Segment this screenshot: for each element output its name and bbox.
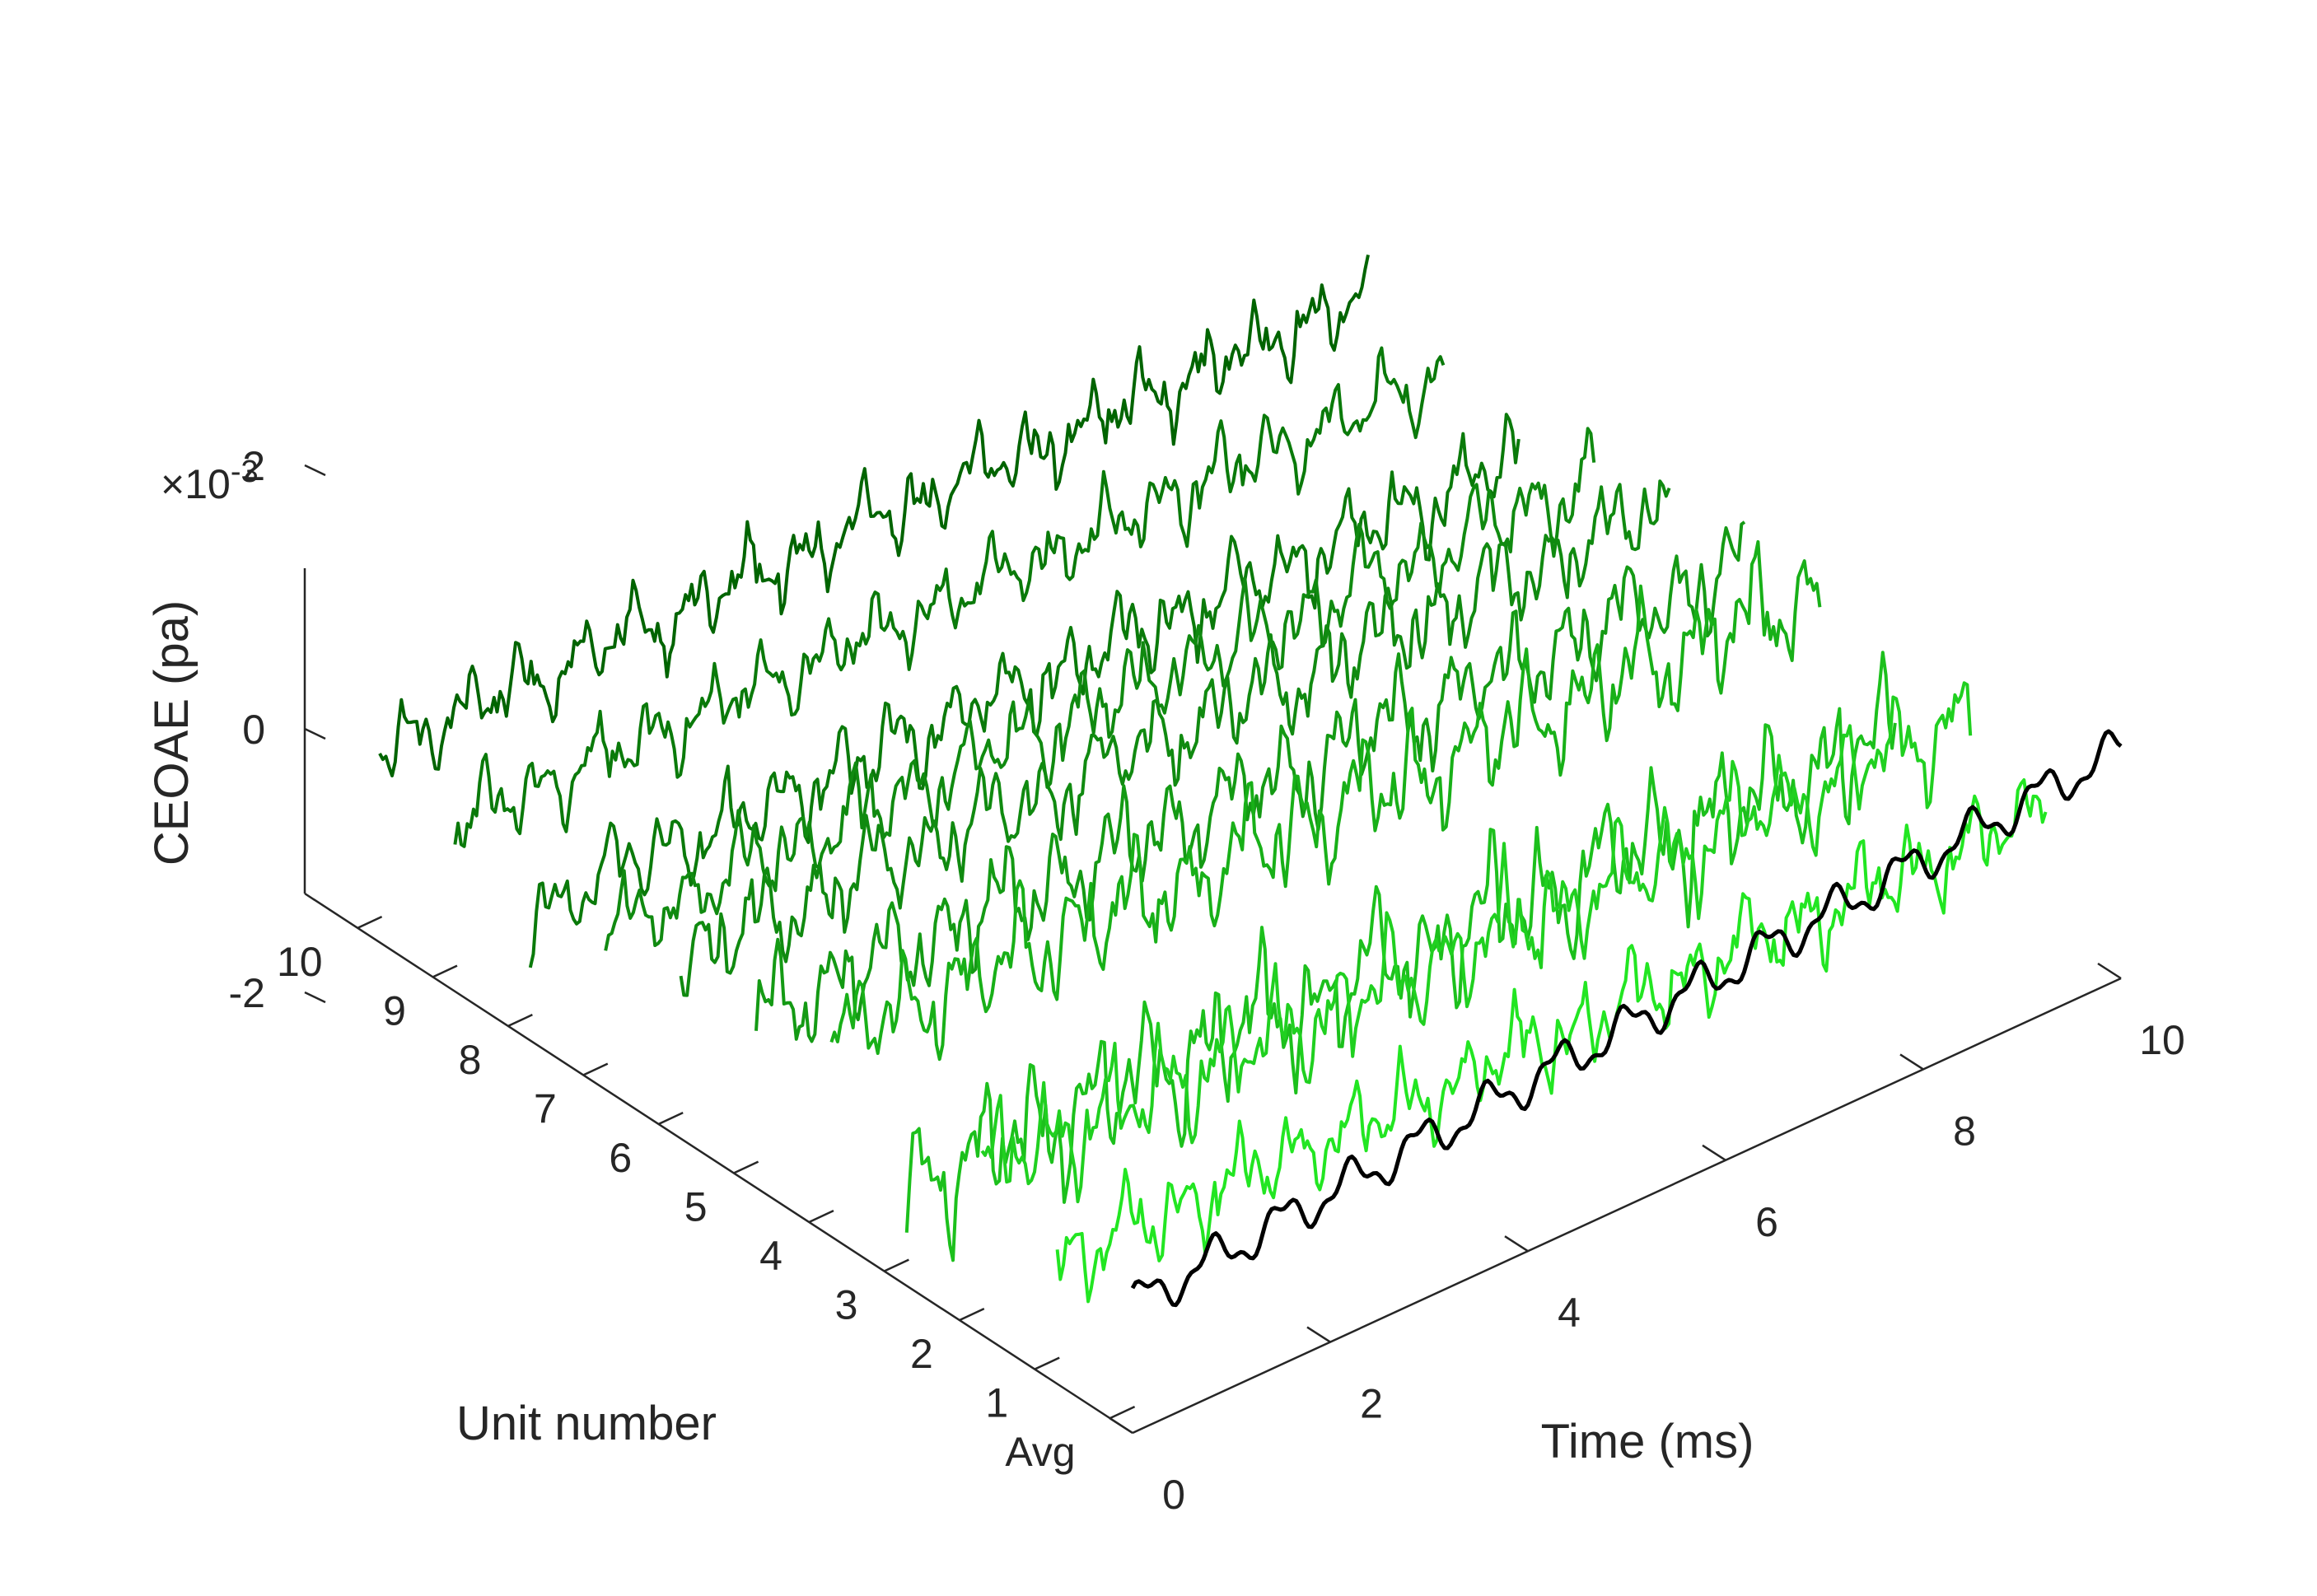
series-line-5	[754, 520, 1746, 1043]
y-tick	[657, 1112, 684, 1126]
x-tick	[2097, 962, 2122, 980]
x-tick-label: 8	[1953, 1108, 1976, 1154]
x-tick	[1109, 1416, 1133, 1435]
y-tick-label: 7	[534, 1086, 557, 1132]
y-tick-label: 3	[835, 1282, 858, 1328]
y-tick-label: 4	[759, 1233, 782, 1279]
z-exponent-power: -3	[231, 455, 259, 489]
z-tick	[304, 727, 326, 740]
y-tick	[507, 1014, 533, 1028]
y-tick	[1034, 1356, 1060, 1370]
y-tick-label: 8	[459, 1037, 482, 1083]
x-tick-label: 6	[1755, 1199, 1778, 1245]
series-line-10	[378, 254, 1370, 777]
x-tick-label: 4	[1558, 1290, 1581, 1336]
y-tick-label: 5	[684, 1184, 708, 1230]
series-group	[378, 254, 2123, 1308]
z-tick	[304, 464, 326, 477]
y-tick-label: Avg	[1005, 1429, 1075, 1475]
z-exponent-label: ×10-3	[161, 455, 259, 507]
y-tick	[883, 1258, 909, 1272]
x-tick-label: 10	[2139, 1017, 2185, 1063]
z-tick-label: -2	[229, 970, 265, 1016]
y-tick	[959, 1308, 985, 1322]
y-tick-label: 9	[383, 988, 406, 1034]
x-tick	[1306, 1326, 1331, 1343]
z-exponent-base: ×10	[161, 461, 231, 507]
axes	[303, 568, 2122, 1435]
x-tick	[1899, 1053, 1924, 1071]
y-tick	[733, 1160, 759, 1174]
series-line-avg	[1130, 729, 2123, 1308]
y-tick-label: 1	[985, 1380, 1008, 1426]
z-tick-label: 0	[242, 707, 265, 753]
x-tick	[1504, 1235, 1529, 1253]
labels: CEOAE (pa) Unit number Time (ms) ×10-3	[145, 455, 1754, 1468]
y-tick-label: 2	[910, 1331, 933, 1377]
series-line-8	[528, 413, 1521, 968]
series-line-2	[980, 681, 1973, 1204]
y-tick	[582, 1062, 609, 1076]
y-tick-label: 6	[609, 1135, 632, 1181]
y-axis-label: Unit number	[456, 1397, 717, 1450]
series-line-9	[453, 346, 1446, 848]
x-axis-label: Time (ms)	[1541, 1415, 1754, 1468]
z-tick-label: 2	[242, 443, 265, 489]
series-line-4	[829, 539, 1822, 1062]
series-line-6	[679, 479, 1671, 997]
x-tick-label: 0	[1162, 1472, 1185, 1518]
z-tick	[304, 991, 326, 1004]
z-axis-label: CEOAE (pa)	[145, 600, 199, 866]
y-tick	[357, 916, 383, 930]
y-tick	[1109, 1406, 1136, 1420]
y-tick	[808, 1210, 834, 1224]
y-tick-label: 10	[277, 939, 323, 985]
x-axis-line	[1132, 977, 2122, 1435]
x-tick	[1702, 1144, 1726, 1161]
x-tick-label: 2	[1360, 1381, 1383, 1427]
y-axis-line	[304, 892, 1133, 1435]
y-tick	[432, 964, 458, 978]
